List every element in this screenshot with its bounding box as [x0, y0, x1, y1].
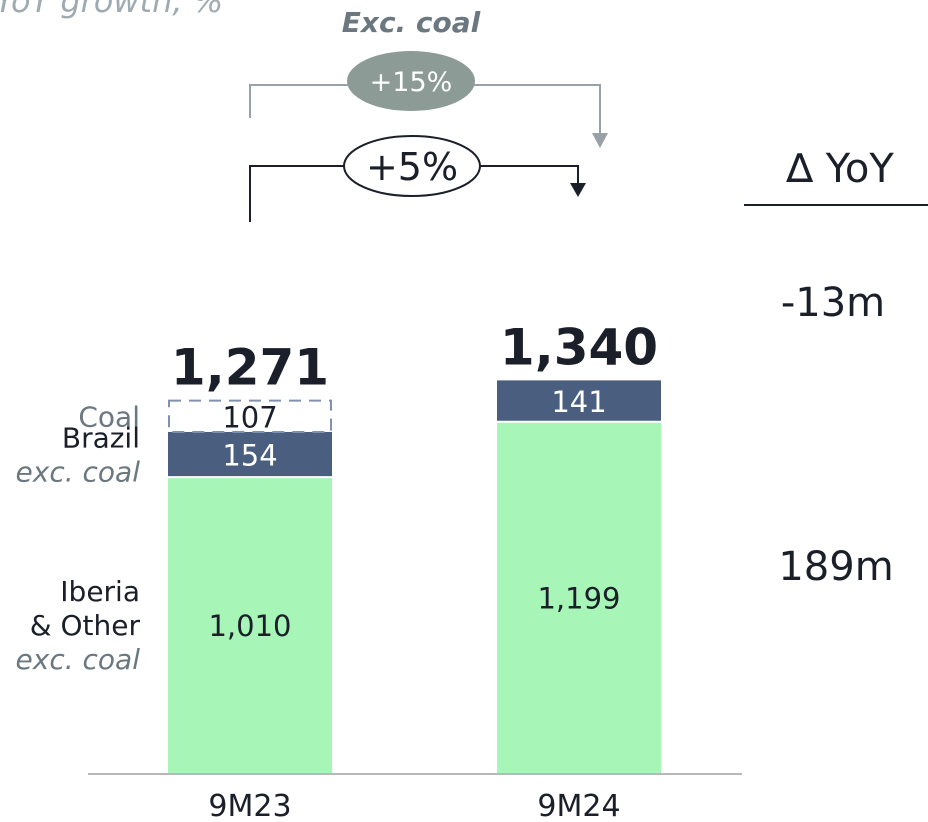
bar-segment-2-9m23 — [168, 399, 332, 433]
category-label: 9M23 — [208, 789, 291, 822]
category-label: 9M24 — [537, 789, 620, 822]
data-label: 141 — [551, 385, 606, 419]
growth-total-arrowhead — [570, 183, 586, 197]
series-label: & Other — [30, 609, 141, 642]
data-label: 1,199 — [537, 581, 620, 615]
total-label: 1,271 — [171, 339, 329, 397]
bar-segment-0-9m23 — [168, 477, 332, 773]
series-label: Iberia — [60, 575, 140, 608]
growth-exc-coal-value: +15% — [370, 67, 453, 98]
total-label: 1,340 — [500, 318, 658, 376]
series-label: exc. coal — [16, 643, 141, 676]
growth-exc-coal-badge — [347, 51, 475, 111]
growth-total-badge — [343, 135, 481, 197]
bar-segment-1-9m23 — [168, 431, 332, 478]
data-label: 154 — [222, 439, 277, 473]
delta-yoy-brazil: -13m — [781, 280, 885, 326]
series-label: Brazil — [62, 422, 140, 455]
chart-subtitle: YoY growth, % — [0, 0, 223, 20]
delta-yoy-header: ∆ YoY — [785, 146, 894, 192]
series-label: exc. coal — [16, 456, 141, 489]
data-label: 1,010 — [208, 609, 291, 643]
delta-yoy-iberia: 189m — [778, 544, 893, 590]
series-label: Coal — [78, 400, 140, 433]
data-label: 107 — [222, 400, 277, 434]
growth-total-value: +5% — [366, 145, 458, 189]
bar-segment-1-9m24 — [497, 380, 661, 422]
bar-segment-0-9m24 — [497, 421, 661, 773]
growth-exc-coal-label: Exc. coal — [342, 6, 481, 39]
growth-exc-coal-arrowhead — [592, 133, 608, 148]
growth-exc-coal-connector — [249, 84, 601, 135]
growth-total-connector — [249, 165, 579, 222]
